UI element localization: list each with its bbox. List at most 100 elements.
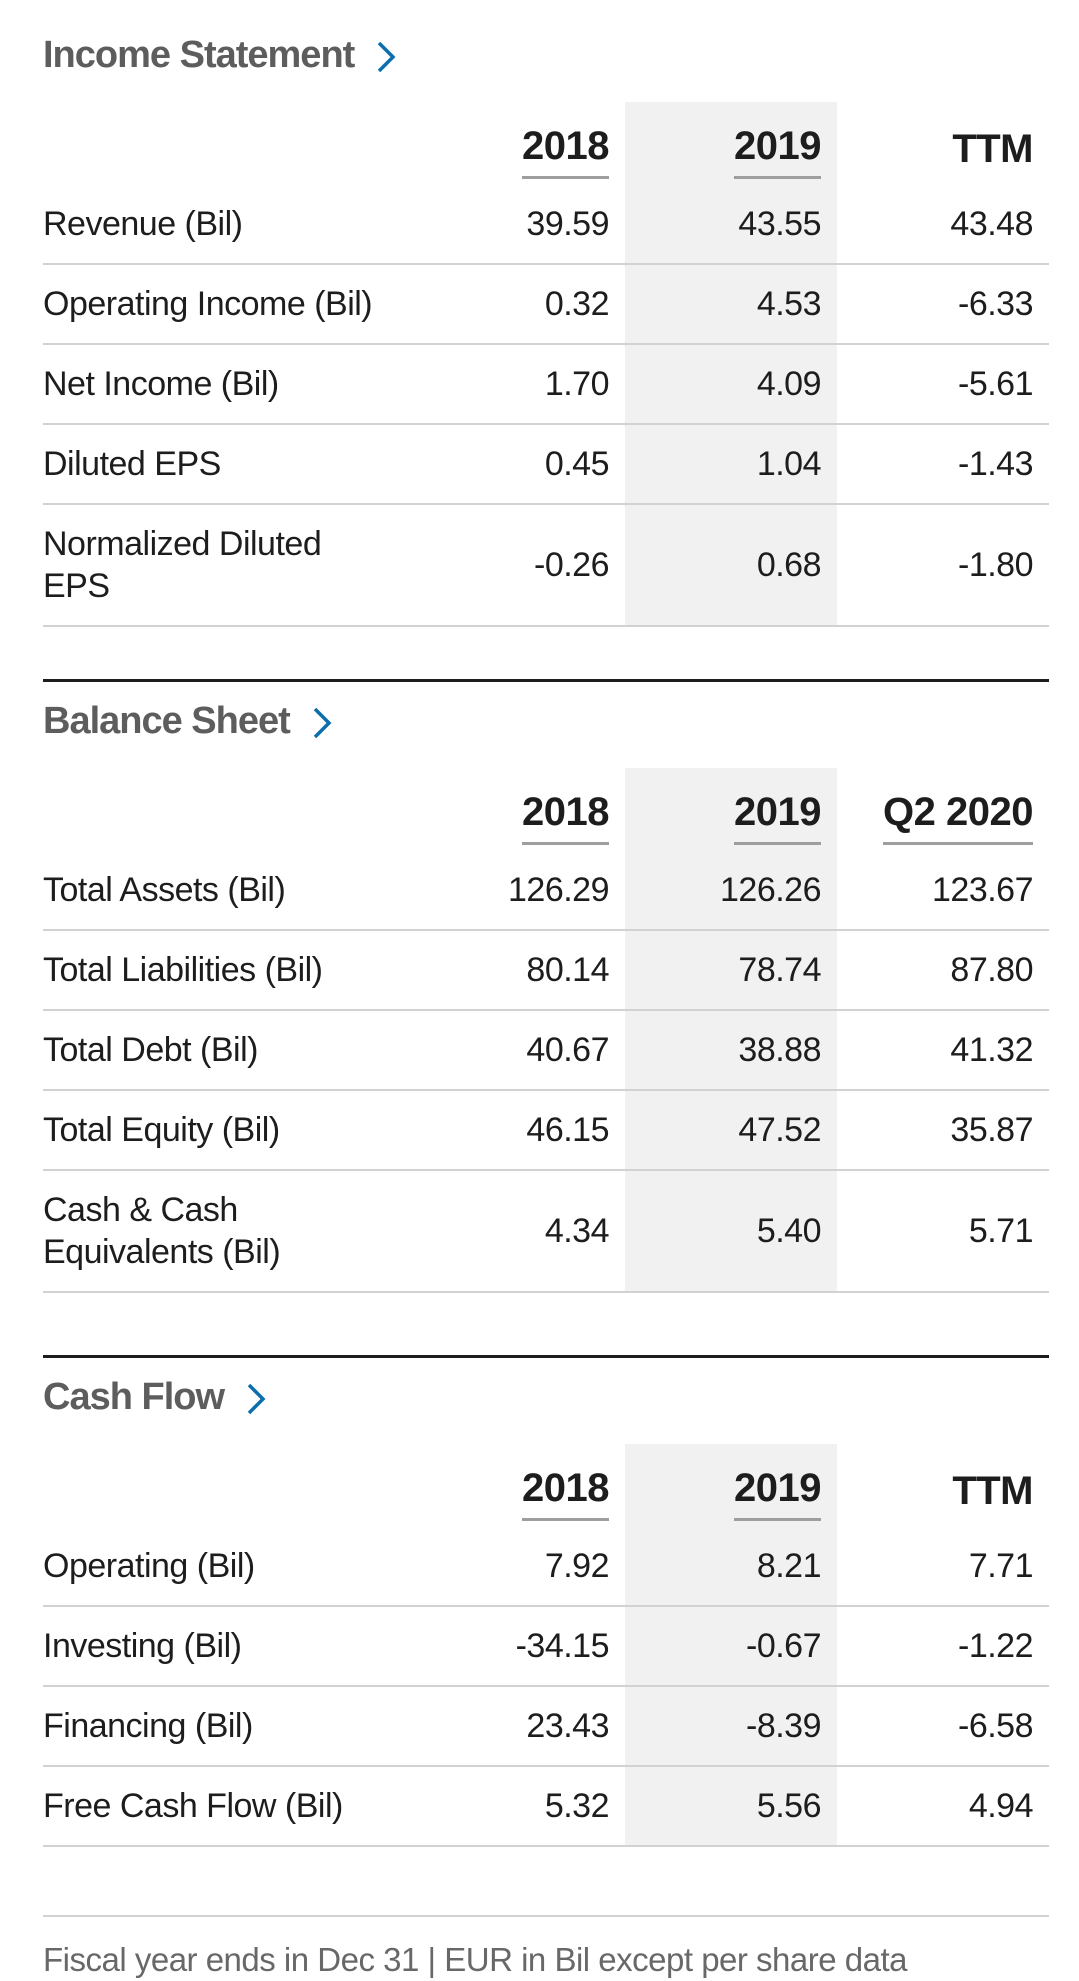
value-cell: 5.40 bbox=[625, 1170, 837, 1293]
row-label: Total Debt (Bil) bbox=[43, 1010, 415, 1091]
income-statement-link[interactable]: Income Statement bbox=[43, 30, 1049, 80]
value-cell: 46.15 bbox=[415, 1090, 625, 1171]
balance-sheet-link[interactable]: Balance Sheet bbox=[43, 696, 1049, 746]
column-header-ttm: TTM bbox=[952, 1469, 1033, 1513]
column-header-2018: 2018 bbox=[415, 102, 625, 185]
balance-sheet-table: 2018 2019 Q2 2020 Total Assets (Bil) 126… bbox=[43, 768, 1049, 1293]
value-cell: 1.04 bbox=[625, 424, 837, 505]
value-cell: 80.14 bbox=[415, 930, 625, 1011]
row-label: Cash & Cash Equivalents (Bil) bbox=[43, 1170, 415, 1293]
value-cell: -1.80 bbox=[837, 504, 1049, 627]
table-row: Total Liabilities (Bil) 80.14 78.74 87.8… bbox=[43, 930, 1049, 1011]
row-label: Investing (Bil) bbox=[43, 1606, 415, 1687]
row-label: Operating Income (Bil) bbox=[43, 264, 415, 345]
row-label: Financing (Bil) bbox=[43, 1686, 415, 1767]
value-cell: 0.68 bbox=[625, 504, 837, 627]
value-cell: 43.55 bbox=[625, 185, 837, 265]
table-row: Revenue (Bil) 39.59 43.55 43.48 bbox=[43, 185, 1049, 265]
value-cell: 4.09 bbox=[625, 344, 837, 425]
chevron-right-icon bbox=[313, 707, 332, 739]
cash-flow-section: Cash Flow 2018 2019 TTM Operating (Bil) … bbox=[43, 1355, 1049, 1847]
value-cell: -1.43 bbox=[837, 424, 1049, 505]
value-cell: -8.39 bbox=[625, 1686, 837, 1767]
row-label: Net Income (Bil) bbox=[43, 344, 415, 425]
value-cell: -0.26 bbox=[415, 504, 625, 627]
value-cell: -6.58 bbox=[837, 1686, 1049, 1767]
section-divider bbox=[43, 679, 1049, 682]
header-spacer-cell bbox=[43, 1444, 415, 1527]
row-label: Operating (Bil) bbox=[43, 1527, 415, 1607]
value-cell: 4.53 bbox=[625, 264, 837, 345]
value-cell: 123.67 bbox=[837, 851, 1049, 931]
balance-sheet-section: Balance Sheet 2018 2019 Q2 2020 Total As… bbox=[43, 679, 1049, 1293]
value-cell: 8.21 bbox=[625, 1527, 837, 1607]
cash-flow-table: 2018 2019 TTM Operating (Bil) 7.92 8.21 … bbox=[43, 1444, 1049, 1847]
table-row: Total Equity (Bil) 46.15 47.52 35.87 bbox=[43, 1090, 1049, 1171]
footer-divider bbox=[43, 1915, 1049, 1917]
value-cell: 0.45 bbox=[415, 424, 625, 505]
value-cell: -5.61 bbox=[837, 344, 1049, 425]
value-cell: 0.32 bbox=[415, 264, 625, 345]
income-statement-section: Income Statement 2018 2019 TTM Revenue (… bbox=[43, 30, 1049, 627]
value-cell: 5.56 bbox=[625, 1766, 837, 1847]
chevron-right-icon bbox=[378, 41, 396, 73]
column-header-2019: 2019 bbox=[625, 102, 837, 185]
row-label: Diluted EPS bbox=[43, 424, 415, 505]
table-row: Normalized Diluted EPS -0.26 0.68 -1.80 bbox=[43, 504, 1049, 627]
section-divider bbox=[43, 1355, 1049, 1358]
income-statement-table: 2018 2019 TTM Revenue (Bil) 39.59 43.55 … bbox=[43, 102, 1049, 627]
row-label: Total Equity (Bil) bbox=[43, 1090, 415, 1171]
table-row: Investing (Bil) -34.15 -0.67 -1.22 bbox=[43, 1606, 1049, 1687]
value-cell: 39.59 bbox=[415, 185, 625, 265]
value-cell: 78.74 bbox=[625, 930, 837, 1011]
section-title: Income Statement bbox=[43, 34, 355, 76]
value-cell: 1.70 bbox=[415, 344, 625, 425]
value-cell: -0.67 bbox=[625, 1606, 837, 1687]
value-cell: -6.33 bbox=[837, 264, 1049, 345]
value-cell: 47.52 bbox=[625, 1090, 837, 1171]
value-cell: 43.48 bbox=[837, 185, 1049, 265]
header-row: 2018 2019 TTM bbox=[43, 102, 1049, 185]
value-cell: 38.88 bbox=[625, 1010, 837, 1091]
header-row: 2018 2019 TTM bbox=[43, 1444, 1049, 1527]
footer-note: Fiscal year ends in Dec 31 | EUR in Bil … bbox=[43, 1941, 908, 1978]
row-label: Normalized Diluted EPS bbox=[43, 504, 415, 627]
cash-flow-link[interactable]: Cash Flow bbox=[43, 1372, 1049, 1422]
column-header-2019: 2019 bbox=[625, 1444, 837, 1527]
table-row: Total Assets (Bil) 126.29 126.26 123.67 bbox=[43, 851, 1049, 931]
table-row: Net Income (Bil) 1.70 4.09 -5.61 bbox=[43, 344, 1049, 425]
value-cell: -34.15 bbox=[415, 1606, 625, 1687]
table-row: Cash & Cash Equivalents (Bil) 4.34 5.40 … bbox=[43, 1170, 1049, 1293]
table-row: Operating Income (Bil) 0.32 4.53 -6.33 bbox=[43, 264, 1049, 345]
row-label: Total Liabilities (Bil) bbox=[43, 930, 415, 1011]
chevron-right-icon bbox=[247, 1383, 266, 1415]
table-row: Free Cash Flow (Bil) 5.32 5.56 4.94 bbox=[43, 1766, 1049, 1847]
value-cell: 87.80 bbox=[837, 930, 1049, 1011]
value-cell: 7.92 bbox=[415, 1527, 625, 1607]
header-spacer-cell bbox=[43, 768, 415, 851]
value-cell: 5.71 bbox=[837, 1170, 1049, 1293]
value-cell: 35.87 bbox=[837, 1090, 1049, 1171]
column-header-2018: 2018 bbox=[415, 1444, 625, 1527]
value-cell: 4.94 bbox=[837, 1766, 1049, 1847]
column-header-q2-2020: Q2 2020 bbox=[837, 768, 1049, 851]
value-cell: 23.43 bbox=[415, 1686, 625, 1767]
value-cell: 5.32 bbox=[415, 1766, 625, 1847]
value-cell: 40.67 bbox=[415, 1010, 625, 1091]
header-row: 2018 2019 Q2 2020 bbox=[43, 768, 1049, 851]
table-row: Operating (Bil) 7.92 8.21 7.71 bbox=[43, 1527, 1049, 1607]
section-title: Balance Sheet bbox=[43, 700, 291, 742]
value-cell: 7.71 bbox=[837, 1527, 1049, 1607]
value-cell: 126.29 bbox=[415, 851, 625, 931]
table-row: Total Debt (Bil) 40.67 38.88 41.32 bbox=[43, 1010, 1049, 1091]
table-row: Diluted EPS 0.45 1.04 -1.43 bbox=[43, 424, 1049, 505]
value-cell: 41.32 bbox=[837, 1010, 1049, 1091]
column-header-2018: 2018 bbox=[415, 768, 625, 851]
value-cell: 126.26 bbox=[625, 851, 837, 931]
section-title: Cash Flow bbox=[43, 1376, 225, 1418]
row-label: Total Assets (Bil) bbox=[43, 851, 415, 931]
table-row: Financing (Bil) 23.43 -8.39 -6.58 bbox=[43, 1686, 1049, 1767]
value-cell: -1.22 bbox=[837, 1606, 1049, 1687]
column-header-ttm: TTM bbox=[952, 127, 1033, 171]
